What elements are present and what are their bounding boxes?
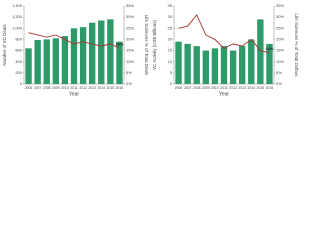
bar [116, 41, 123, 84]
y2-tick-label: 35% [126, 3, 134, 8]
y2-tick-label: 5% [276, 70, 282, 75]
bar [220, 46, 228, 84]
y2-tick-label: 25% [276, 25, 284, 30]
bar [79, 27, 87, 84]
y-tick-label: 0 [170, 81, 173, 86]
bar [193, 46, 200, 84]
bar [175, 41, 182, 84]
y2-axis-label: Life Sciences % of Total Deals [144, 15, 149, 76]
y-tick-label: 200 [15, 70, 22, 75]
bar [248, 39, 255, 84]
x-tick-label: 2015 [107, 86, 115, 90]
bar [257, 19, 264, 84]
y-tick-label: 35 [168, 3, 173, 8]
bar [98, 20, 105, 84]
y2-tick-label: 15% [126, 48, 134, 53]
x-axis-label: Year [219, 91, 229, 97]
y-axis-label: VC Activity (US$ Billions) [152, 19, 157, 70]
x-axis-label: Year [69, 91, 79, 97]
y2-tick-label: 20% [276, 36, 284, 41]
x-tick-label: 2007 [34, 86, 42, 90]
bar [89, 22, 96, 84]
x-tick-label: 2009 [52, 86, 60, 90]
y-tick-label: 1,400 [12, 3, 23, 8]
x-tick-label: 2011 [220, 86, 227, 90]
x-tick-label: 2006 [175, 86, 183, 90]
y2-tick-label: 5% [126, 70, 132, 75]
data-label: 16% [115, 41, 123, 46]
x-tick-label: 2014 [247, 86, 255, 90]
bar [52, 38, 59, 84]
bar [107, 19, 114, 84]
y-tick-label: 400 [15, 59, 22, 64]
x-tick-label: 2016 [116, 86, 124, 90]
y2-tick-label: 10% [126, 59, 134, 64]
bar [239, 46, 246, 84]
x-tick-label: 2009 [202, 86, 210, 90]
y2-tick-label: 30% [126, 14, 134, 19]
y-tick-label: 5 [170, 70, 173, 75]
y-tick-label: 800 [15, 36, 22, 41]
x-tick-label: 2013 [88, 86, 96, 90]
x-tick-label: 2012 [79, 86, 87, 90]
bar [266, 43, 273, 84]
bar [61, 36, 69, 84]
y2-tick-label: 25% [126, 25, 134, 30]
y-tick-label: 0 [20, 81, 23, 86]
x-tick-label: 2012 [229, 86, 237, 90]
data-label: 14% [265, 46, 273, 51]
y2-tick-label: 10% [276, 59, 284, 64]
y2-tick-label: 0% [126, 81, 132, 86]
line [178, 14, 270, 54]
bar [43, 39, 50, 84]
y2-tick-label: 35% [276, 3, 284, 8]
x-tick-label: 2014 [97, 86, 105, 90]
y-tick-label: 25 [168, 25, 173, 30]
y2-axis-label: Life Sciences % of Total Dollars [294, 14, 299, 78]
y-tick-label: 1,000 [12, 25, 23, 30]
x-tick-label: 2010 [211, 86, 219, 90]
y2-tick-label: 0% [276, 81, 282, 86]
y-tick-label: 15 [168, 48, 173, 53]
bar [229, 50, 237, 84]
y-tick-label: 20 [168, 36, 173, 41]
y-axis-label: Number of VC Deals [2, 24, 7, 66]
y-tick-label: 1,200 [12, 14, 23, 19]
y2-tick-label: 30% [276, 14, 284, 19]
x-tick-label: 2006 [25, 86, 33, 90]
bar [184, 43, 191, 84]
y-tick-label: 30 [168, 14, 173, 19]
y-tick-label: 10 [168, 59, 173, 64]
bar [211, 48, 219, 84]
x-tick-label: 2016 [266, 86, 274, 90]
x-tick-label: 2008 [43, 86, 51, 90]
x-tick-label: 2008 [193, 86, 201, 90]
x-tick-label: 2010 [61, 86, 69, 90]
bar [70, 28, 78, 85]
y2-tick-label: 20% [126, 36, 134, 41]
bar [202, 50, 209, 84]
charts: 02004006008001,0001,2001,4000%5%10%15%20… [2, 3, 299, 97]
x-tick-label: 2015 [257, 86, 265, 90]
x-tick-label: 2007 [184, 86, 192, 90]
x-tick-label: 2013 [238, 86, 246, 90]
x-tick-label: 2011 [70, 86, 77, 90]
line [28, 32, 120, 49]
bar [25, 48, 32, 84]
y-tick-label: 600 [15, 48, 22, 53]
bar [34, 39, 41, 84]
y2-tick-label: 15% [276, 48, 284, 53]
